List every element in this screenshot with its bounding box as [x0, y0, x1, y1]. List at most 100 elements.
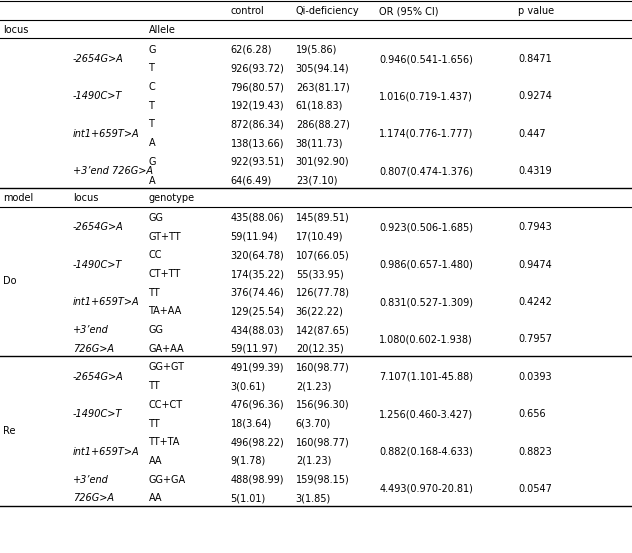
Text: 160(98.77): 160(98.77) — [296, 362, 349, 373]
Text: -1490C>T: -1490C>T — [73, 260, 122, 270]
Text: A: A — [149, 138, 155, 148]
Text: TT+TA: TT+TA — [149, 437, 180, 447]
Text: 1.016(0.719-1.437): 1.016(0.719-1.437) — [379, 91, 473, 101]
Text: 0.946(0.541-1.656): 0.946(0.541-1.656) — [379, 54, 473, 64]
Text: 126(77.78): 126(77.78) — [296, 288, 349, 298]
Text: G: G — [149, 157, 156, 167]
Text: 174(35.22): 174(35.22) — [231, 269, 284, 279]
Text: 145(89.51): 145(89.51) — [296, 213, 349, 223]
Text: 1.256(0.460-3.427): 1.256(0.460-3.427) — [379, 409, 473, 419]
Text: 5(1.01): 5(1.01) — [231, 493, 266, 503]
Text: 726G>A: 726G>A — [73, 344, 114, 354]
Text: 107(66.05): 107(66.05) — [296, 251, 349, 260]
Text: 3(1.85): 3(1.85) — [296, 493, 331, 503]
Text: -2654G>A: -2654G>A — [73, 222, 123, 232]
Text: 138(13.66): 138(13.66) — [231, 138, 284, 148]
Text: 376(74.46): 376(74.46) — [231, 288, 284, 298]
Text: G: G — [149, 45, 156, 55]
Text: 922(93.51): 922(93.51) — [231, 157, 284, 167]
Text: CC: CC — [149, 251, 162, 260]
Text: int1+659T>A: int1+659T>A — [73, 297, 139, 307]
Text: 0.8823: 0.8823 — [518, 447, 552, 457]
Text: 160(98.77): 160(98.77) — [296, 437, 349, 447]
Text: TT: TT — [149, 419, 160, 429]
Text: 0.0393: 0.0393 — [518, 372, 552, 382]
Text: genotype: genotype — [149, 194, 195, 204]
Text: 0.0547: 0.0547 — [518, 484, 552, 494]
Text: 59(11.97): 59(11.97) — [231, 344, 278, 354]
Text: 0.882(0.168-4.633): 0.882(0.168-4.633) — [379, 447, 473, 457]
Text: 320(64.78): 320(64.78) — [231, 251, 284, 260]
Text: 192(19.43): 192(19.43) — [231, 101, 284, 111]
Text: T: T — [149, 101, 154, 111]
Text: 796(80.57): 796(80.57) — [231, 82, 284, 92]
Text: 19(5.86): 19(5.86) — [296, 45, 337, 55]
Text: TT: TT — [149, 288, 160, 298]
Text: Qi-deficiency: Qi-deficiency — [296, 7, 360, 17]
Text: 2(1.23): 2(1.23) — [296, 381, 331, 391]
Text: 0.8471: 0.8471 — [518, 54, 552, 64]
Text: 18(3.64): 18(3.64) — [231, 419, 272, 429]
Text: TT: TT — [149, 381, 160, 391]
Text: int1+659T>A: int1+659T>A — [73, 129, 139, 139]
Text: 2(1.23): 2(1.23) — [296, 456, 331, 466]
Text: 476(96.36): 476(96.36) — [231, 400, 284, 410]
Text: 0.656: 0.656 — [518, 409, 546, 419]
Text: 926(93.72): 926(93.72) — [231, 64, 284, 74]
Text: 0.4242: 0.4242 — [518, 297, 552, 307]
Text: 286(88.27): 286(88.27) — [296, 119, 349, 129]
Text: GG+GA: GG+GA — [149, 474, 186, 484]
Text: 0.807(0.474-1.376): 0.807(0.474-1.376) — [379, 166, 473, 176]
Text: 3(0.61): 3(0.61) — [231, 381, 266, 391]
Text: locus: locus — [3, 25, 28, 35]
Text: 0.986(0.657-1.480): 0.986(0.657-1.480) — [379, 260, 473, 270]
Text: 36(22.22): 36(22.22) — [296, 306, 344, 316]
Text: locus: locus — [73, 194, 98, 204]
Text: 0.923(0.506-1.685): 0.923(0.506-1.685) — [379, 222, 473, 232]
Text: T: T — [149, 64, 154, 74]
Text: GG+GT: GG+GT — [149, 362, 185, 373]
Text: -2654G>A: -2654G>A — [73, 372, 123, 382]
Text: 64(6.49): 64(6.49) — [231, 175, 272, 186]
Text: 0.7943: 0.7943 — [518, 222, 552, 232]
Text: 23(7.10): 23(7.10) — [296, 175, 337, 186]
Text: -1490C>T: -1490C>T — [73, 91, 122, 101]
Text: 7.107(1.101-45.88): 7.107(1.101-45.88) — [379, 372, 473, 382]
Text: int1+659T>A: int1+659T>A — [73, 447, 139, 457]
Text: 61(18.83): 61(18.83) — [296, 101, 343, 111]
Text: C: C — [149, 82, 155, 92]
Text: 0.4319: 0.4319 — [518, 166, 552, 176]
Text: CT+TT: CT+TT — [149, 269, 181, 279]
Text: model: model — [3, 194, 33, 204]
Text: 301(92.90): 301(92.90) — [296, 157, 349, 167]
Text: 159(98.15): 159(98.15) — [296, 474, 349, 484]
Text: Re: Re — [3, 426, 16, 436]
Text: 496(98.22): 496(98.22) — [231, 437, 284, 447]
Text: 62(6.28): 62(6.28) — [231, 45, 272, 55]
Text: 435(88.06): 435(88.06) — [231, 213, 284, 223]
Text: Do: Do — [3, 276, 16, 286]
Text: GA+AA: GA+AA — [149, 344, 184, 354]
Text: GG: GG — [149, 325, 164, 335]
Text: 488(98.99): 488(98.99) — [231, 474, 284, 484]
Text: 434(88.03): 434(88.03) — [231, 325, 284, 335]
Text: 55(33.95): 55(33.95) — [296, 269, 344, 279]
Text: AA: AA — [149, 456, 162, 466]
Text: Allele: Allele — [149, 25, 176, 35]
Text: 0.9474: 0.9474 — [518, 260, 552, 270]
Text: A: A — [149, 175, 155, 186]
Text: p value: p value — [518, 7, 554, 17]
Text: 9(1.78): 9(1.78) — [231, 456, 266, 466]
Text: CC+CT: CC+CT — [149, 400, 183, 410]
Text: 0.447: 0.447 — [518, 129, 546, 139]
Text: 38(11.73): 38(11.73) — [296, 138, 343, 148]
Text: 491(99.39): 491(99.39) — [231, 362, 284, 373]
Text: 872(86.34): 872(86.34) — [231, 119, 284, 129]
Text: control: control — [231, 7, 264, 17]
Text: 129(25.54): 129(25.54) — [231, 306, 284, 316]
Text: GG: GG — [149, 213, 164, 223]
Text: +3’end: +3’end — [73, 325, 109, 335]
Text: AA: AA — [149, 493, 162, 503]
Text: +3’end 726G>A: +3’end 726G>A — [73, 166, 153, 176]
Text: 4.493(0.970-20.81): 4.493(0.970-20.81) — [379, 484, 473, 494]
